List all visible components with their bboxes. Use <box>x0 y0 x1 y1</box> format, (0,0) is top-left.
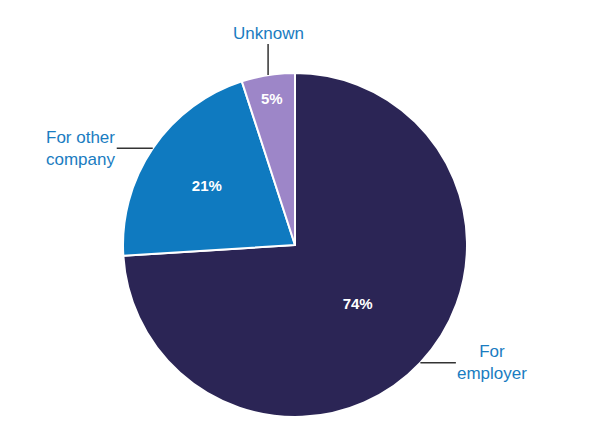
svg-text:5%: 5% <box>261 90 283 107</box>
svg-text:Foremployer: Foremployer <box>457 342 527 383</box>
svg-text:74%: 74% <box>343 295 373 312</box>
svg-text:Unknown: Unknown <box>233 24 304 43</box>
svg-text:For othercompany: For othercompany <box>46 128 115 169</box>
svg-text:21%: 21% <box>192 177 222 194</box>
